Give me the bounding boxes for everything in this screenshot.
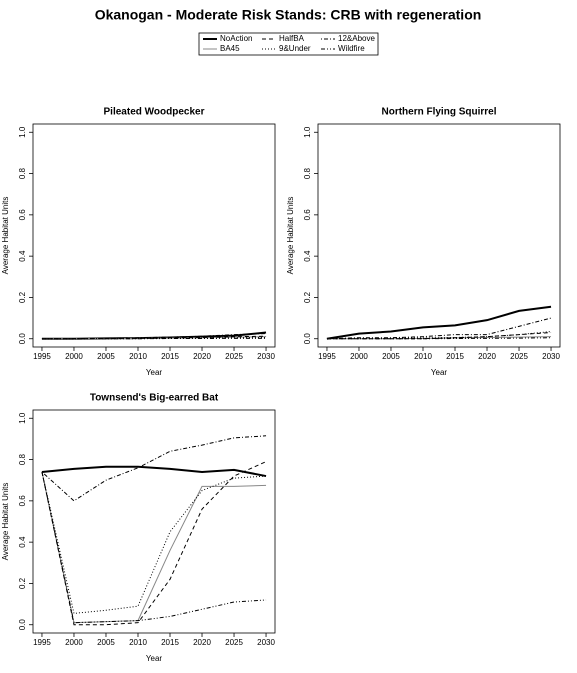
y-tick-label: 0.8 — [18, 167, 27, 179]
series-line — [41, 471, 267, 614]
plot-frame — [32, 409, 276, 634]
x-tick-label: 2030 — [257, 352, 275, 361]
panel-title: Northern Flying Squirrel — [381, 107, 496, 118]
y-tick-label: 0.4 — [18, 536, 27, 548]
y-tick-label: 0.8 — [18, 453, 27, 465]
x-tick-label: 2025 — [225, 352, 243, 361]
x-tick-label: 2020 — [478, 352, 496, 361]
y-axis-label: Average Habitat Units — [286, 197, 295, 275]
x-tick-label: 2025 — [225, 638, 243, 647]
y-tick-label: 1.0 — [303, 126, 312, 138]
series-line — [326, 331, 552, 340]
legend-label: 12&Above — [338, 34, 375, 43]
x-tick-label: 1995 — [33, 352, 51, 361]
x-tick-label: 2025 — [510, 352, 528, 361]
x-tick-label: 2020 — [193, 638, 211, 647]
legend-label: HalfBA — [279, 34, 305, 43]
y-tick-label: 0.8 — [303, 167, 312, 179]
y-tick-label: 0.4 — [18, 250, 27, 262]
x-tick-label: 2010 — [414, 352, 432, 361]
legend-label: BA45 — [220, 44, 240, 53]
y-tick-label: 0.2 — [18, 291, 27, 303]
series-line — [41, 435, 267, 502]
y-tick-label: 0.2 — [18, 577, 27, 589]
y-tick-label: 0.6 — [18, 209, 27, 221]
y-tick-label: 0.6 — [303, 209, 312, 221]
y-tick-label: 0.0 — [18, 619, 27, 631]
y-tick-label: 0.0 — [18, 333, 27, 345]
y-tick-label: 0.4 — [303, 250, 312, 262]
x-axis-label: Year — [146, 654, 163, 663]
y-tick-label: 1.0 — [18, 412, 27, 424]
series-line — [326, 317, 552, 340]
x-tick-label: 2010 — [129, 352, 147, 361]
x-tick-label: 2005 — [382, 352, 400, 361]
series-line — [41, 333, 267, 340]
x-tick-label: 1995 — [318, 352, 336, 361]
x-tick-label: 2010 — [129, 638, 147, 647]
y-axis-label: Average Habitat Units — [1, 483, 10, 561]
x-tick-label: 2005 — [97, 638, 115, 647]
x-tick-label: 2015 — [446, 352, 464, 361]
x-tick-label: 2015 — [161, 638, 179, 647]
series-line — [326, 337, 552, 340]
x-tick-label: 2000 — [350, 352, 368, 361]
y-tick-label: 1.0 — [18, 126, 27, 138]
series-line — [41, 471, 267, 624]
series-line — [41, 337, 267, 340]
chart-title: Okanogan - Moderate Risk Stands: CRB wit… — [95, 7, 482, 23]
x-tick-label: 2000 — [65, 638, 83, 647]
x-tick-label: 2020 — [193, 352, 211, 361]
x-tick-label: 2015 — [161, 352, 179, 361]
x-axis-label: Year — [146, 368, 163, 377]
legend-box — [198, 32, 379, 56]
legend-label: 9&Under — [279, 44, 311, 53]
legend-label: Wildfire — [338, 44, 365, 53]
plot-frame — [32, 123, 276, 348]
series-line — [326, 305, 552, 340]
y-tick-label: 0.2 — [303, 291, 312, 303]
series-line — [41, 465, 267, 478]
y-tick-label: 0.6 — [18, 495, 27, 507]
y-axis-label: Average Habitat Units — [1, 197, 10, 275]
x-tick-label: 2000 — [65, 352, 83, 361]
x-tick-label: 2030 — [257, 638, 275, 647]
panel-title: Townsend's Big-earred Bat — [90, 393, 219, 404]
x-axis-label: Year — [431, 368, 448, 377]
x-tick-label: 2030 — [542, 352, 560, 361]
x-tick-label: 2005 — [97, 352, 115, 361]
y-tick-label: 0.0 — [303, 333, 312, 345]
panel-title: Pileated Woodpecker — [104, 107, 205, 118]
plot-frame — [317, 123, 561, 348]
series-line — [41, 461, 267, 626]
x-tick-label: 1995 — [33, 638, 51, 647]
legend-label: NoAction — [220, 34, 252, 43]
